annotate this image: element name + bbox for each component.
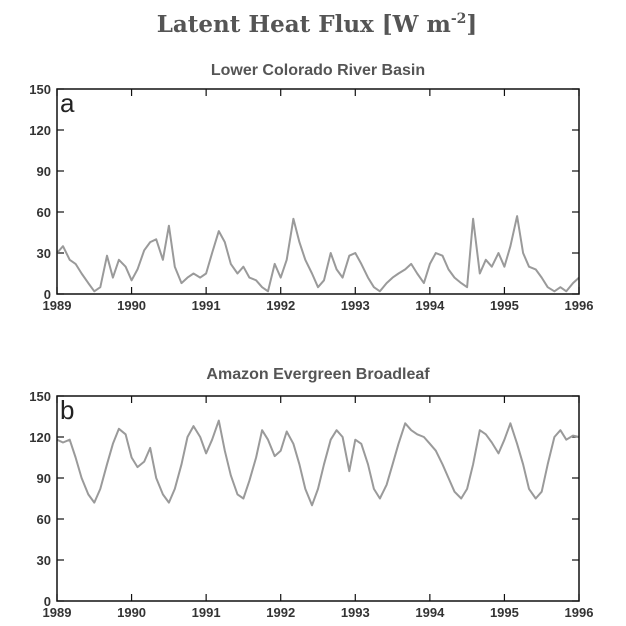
panel-b-tick-labels: 0 30 60 90 120 150 1989 1990 1991 1992 1993 1994 199… (29, 389, 593, 620)
panel-b-x-tick-label-1991: 1991 (192, 605, 221, 620)
panel-a: Lower Colorado River Basin 0 30 60 90 120 150… (29, 62, 593, 313)
panel-b-ticks (56, 395, 580, 602)
panel-a-x-tick-label-1992: 1992 (266, 298, 295, 313)
panel-a-series-line (56, 215, 580, 293)
panel-b-y-tick-label-0: 0 (44, 594, 51, 609)
panel-a-y-tick-label-0: 0 (44, 287, 51, 302)
panel-b-x-tick-label-1993: 1993 (341, 605, 370, 620)
panel-a-y-tick-label-120: 120 (29, 123, 51, 138)
panel-a-title: Lower Colorado River Basin (211, 62, 425, 79)
panel-a-y-tick-label-150: 150 (29, 82, 51, 97)
panel-b-title: Amazon Evergreen Broadleaf (206, 366, 430, 383)
figure-title-exponent: -2 (451, 11, 467, 27)
panel-b: Amazon Evergreen Broadleaf 0 30 60 90 120 150… (29, 366, 593, 620)
panel-b-y-tick-label-60: 60 (37, 512, 51, 527)
panel-b-x-tick-label-1995: 1995 (490, 605, 519, 620)
panel-a-ticks (56, 88, 580, 295)
panel-b-x-tick-label-1992: 1992 (266, 605, 295, 620)
panel-b-x-tick-label-1989: 1989 (43, 605, 72, 620)
panel-a-axes-frame (56, 88, 580, 295)
panel-a-x-tick-label-1996: 1996 (565, 298, 594, 313)
panel-a-letter: a (60, 88, 75, 118)
panel-a-x-tick-label-1990: 1990 (117, 298, 146, 313)
panel-b-y-tick-label-30: 30 (37, 553, 51, 568)
panel-a-x-tick-label-1995: 1995 (490, 298, 519, 313)
panel-b-x-tick-label-1990: 1990 (117, 605, 146, 620)
panel-a-x-tick-label-1994: 1994 (415, 298, 445, 313)
panel-a-y-tick-label-60: 60 (37, 205, 51, 220)
panel-b-series-line (56, 419, 580, 507)
panel-b-x-tick-label-1996: 1996 (565, 605, 594, 620)
panel-a-x-tick-label-1993: 1993 (341, 298, 370, 313)
panel-a-tick-labels: 0 30 60 90 120 150 1989 1990 1991 1992 1993 1994 199… (29, 82, 593, 313)
panel-b-y-tick-label-120: 120 (29, 430, 51, 445)
panel-a-x-tick-label-1989: 1989 (43, 298, 72, 313)
figure-title: Latent Heat Flux [W m-2] (157, 11, 478, 38)
panel-b-y-tick-label-150: 150 (29, 389, 51, 404)
panel-b-y-tick-label-90: 90 (37, 471, 51, 486)
panel-b-letter: b (60, 395, 74, 425)
panel-a-y-tick-label-90: 90 (37, 164, 51, 179)
panel-a-x-tick-label-1991: 1991 (192, 298, 221, 313)
panel-a-y-tick-label-30: 30 (37, 246, 51, 261)
panel-b-x-tick-label-1994: 1994 (415, 605, 445, 620)
panel-b-axes-frame (56, 395, 580, 602)
